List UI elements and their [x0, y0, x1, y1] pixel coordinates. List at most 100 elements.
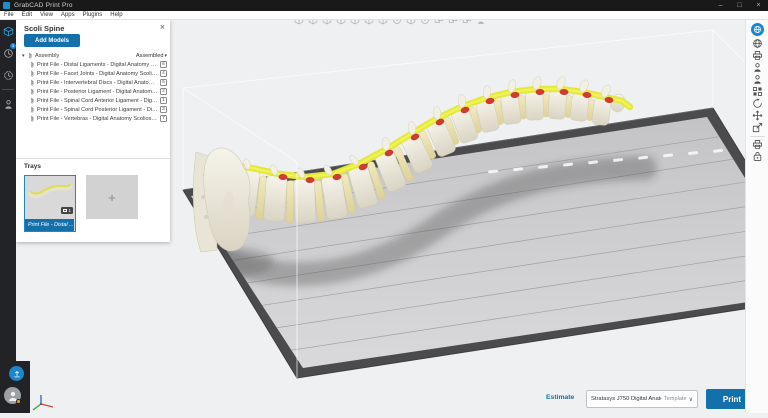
- clock-dashed-icon: [3, 70, 13, 80]
- print-file-label: Print File - Spinal Cord Posterior Ligam…: [37, 106, 158, 113]
- print-file-label: Print File - Distal Ligaments - Digital …: [37, 61, 158, 68]
- analyze-globe-icon: [752, 39, 762, 48]
- rotate-tool-icon: [752, 98, 762, 108]
- chevron-down-icon: ∨: [688, 396, 693, 403]
- title-bar: GrabCAD Print Pro – □ ×: [0, 0, 768, 11]
- attachment-icon: [30, 106, 34, 112]
- tool-analyze-globe[interactable]: [749, 38, 766, 49]
- printer-select[interactable]: Stratasys J750 Digital Anato... - Templa…: [586, 390, 698, 408]
- assembly-label: Assembly: [35, 52, 60, 59]
- minimize-button[interactable]: –: [718, 2, 723, 9]
- tray-thumbnail-selected[interactable]: 1 Print File - Distal ...: [24, 175, 76, 232]
- menu-bar: File Edit View Apps Plugins Help: [0, 11, 768, 20]
- avatar-icon: [8, 391, 17, 401]
- menu-view[interactable]: View: [40, 12, 53, 18]
- scale-tool-icon: [752, 122, 762, 133]
- rail-item-jobs[interactable]: [0, 93, 16, 115]
- arrange-grid-icon: [752, 87, 762, 96]
- estimate-link[interactable]: Estimate: [546, 394, 575, 401]
- divider: [16, 158, 170, 159]
- app-logo-icon: [3, 2, 10, 9]
- print-file-label: Print File - Spinal Cord Anterior Ligame…: [37, 97, 158, 104]
- part-count-badge: 4: [160, 70, 167, 77]
- printer-select-value: Stratasys J750 Digital Anato...: [591, 396, 661, 402]
- print-file-row[interactable]: Print File - Distal Ligaments - Digital …: [22, 60, 167, 69]
- menu-file[interactable]: File: [4, 12, 14, 18]
- tool-tray-printer[interactable]: [749, 139, 766, 150]
- tool-printer-settings[interactable]: [749, 50, 766, 61]
- build-tray-scene: [32, 29, 768, 411]
- rail-badge: 3: [10, 43, 16, 49]
- tray-printer-icon: [752, 140, 762, 149]
- tool-anatomy-figure[interactable]: [749, 74, 766, 85]
- tray-count-badge: 1: [61, 207, 73, 214]
- print-file-row[interactable]: Print File - Spinal Cord Anterior Ligame…: [22, 96, 167, 105]
- part-count-badge: 5: [160, 79, 167, 86]
- close-button[interactable]: ×: [756, 2, 761, 9]
- print-file-row[interactable]: Print File - Posterior Ligament - Digita…: [22, 87, 167, 96]
- print-file-row[interactable]: Print File - Vertebras - Digital Anatomy…: [22, 114, 167, 123]
- attachment-icon: [28, 52, 32, 58]
- panel-title: Scoli Spine: [24, 24, 65, 33]
- 3d-viewport[interactable]: [16, 20, 768, 413]
- supports-tool-icon: [753, 63, 761, 72]
- print-file-row[interactable]: Print File - Facet Joints - Digital Anat…: [22, 69, 167, 78]
- tray-caption: Print File - Distal ...: [25, 219, 74, 231]
- rail-item-prepare[interactable]: [0, 20, 16, 42]
- menu-plugins[interactable]: Plugins: [82, 12, 103, 18]
- caret-down-icon: ▾: [164, 52, 167, 59]
- assembly-tree: ▾ Assembly Assembled ▾ Print File - Distal L…: [22, 51, 167, 123]
- print-file-row[interactable]: Print File - Spinal Cord Posterior Ligam…: [22, 105, 167, 114]
- part-count-badge: 3: [160, 106, 167, 113]
- tool-arrange-grid[interactable]: [749, 86, 766, 97]
- right-tool-rail: [745, 20, 768, 413]
- left-nav-rail: 3: [0, 20, 30, 413]
- axis-triad: [32, 395, 54, 411]
- move-tool-icon: [752, 110, 762, 121]
- print-file-row[interactable]: Print File - Intervertebral Discs - Digi…: [22, 78, 167, 87]
- print-file-label: Print File - Posterior Ligament - Digita…: [37, 88, 158, 95]
- cube3d-icon: [3, 26, 13, 36]
- print-file-label: Print File - Intervertebral Discs - Digi…: [37, 79, 158, 86]
- anatomy-figure-icon: [753, 75, 761, 84]
- assembly-root-row[interactable]: ▾ Assembly Assembled ▾: [22, 51, 167, 60]
- tool-rotate-tool[interactable]: [749, 98, 766, 109]
- attachment-icon: [30, 88, 34, 94]
- panel-close-icon[interactable]: ×: [159, 22, 165, 32]
- print-file-label: Print File - Vertebras - Digital Anatomy…: [37, 115, 158, 122]
- tool-orient-sphere[interactable]: [750, 23, 764, 36]
- rail-item-history[interactable]: [0, 64, 16, 86]
- attachment-icon: [30, 97, 34, 103]
- part-count-badge: 1: [160, 97, 167, 104]
- person-icon: [4, 99, 12, 109]
- tool-scale-tool[interactable]: [749, 122, 766, 133]
- menu-apps[interactable]: Apps: [60, 12, 75, 18]
- tool-move-tool[interactable]: [749, 110, 766, 121]
- tool-material-bag[interactable]: [749, 151, 766, 162]
- menu-edit[interactable]: Edit: [21, 12, 33, 18]
- attachment-icon: [30, 61, 34, 67]
- rail-footer: [0, 361, 30, 413]
- part-count-badge: 2: [160, 88, 167, 95]
- rail-divider: [2, 89, 14, 90]
- part-count-badge: 7: [160, 115, 167, 122]
- add-models-button[interactable]: Add Models: [24, 34, 80, 47]
- assembly-state-dropdown[interactable]: Assembled ▾: [136, 53, 167, 59]
- rail-divider: [749, 136, 765, 137]
- attachment-icon: [30, 79, 34, 85]
- material-bag-icon: [753, 152, 761, 161]
- caret-down-icon[interactable]: ▾: [22, 52, 25, 59]
- sync-icon: [13, 370, 20, 377]
- rail-item-schedule[interactable]: 3: [0, 42, 16, 64]
- clock-icon: [3, 48, 13, 58]
- window-controls: – □ ×: [711, 0, 768, 11]
- template-label: - Template: [660, 396, 687, 402]
- print-file-label: Print File - Facet Joints - Digital Anat…: [37, 70, 158, 77]
- menu-help[interactable]: Help: [110, 12, 123, 18]
- printer-settings-icon: [752, 51, 762, 60]
- sync-button[interactable]: [9, 366, 24, 381]
- trays-heading: Trays: [24, 163, 41, 170]
- add-tray-button[interactable]: +: [86, 175, 138, 219]
- tool-supports-tool[interactable]: [749, 62, 766, 73]
- maximize-button[interactable]: □: [737, 2, 742, 9]
